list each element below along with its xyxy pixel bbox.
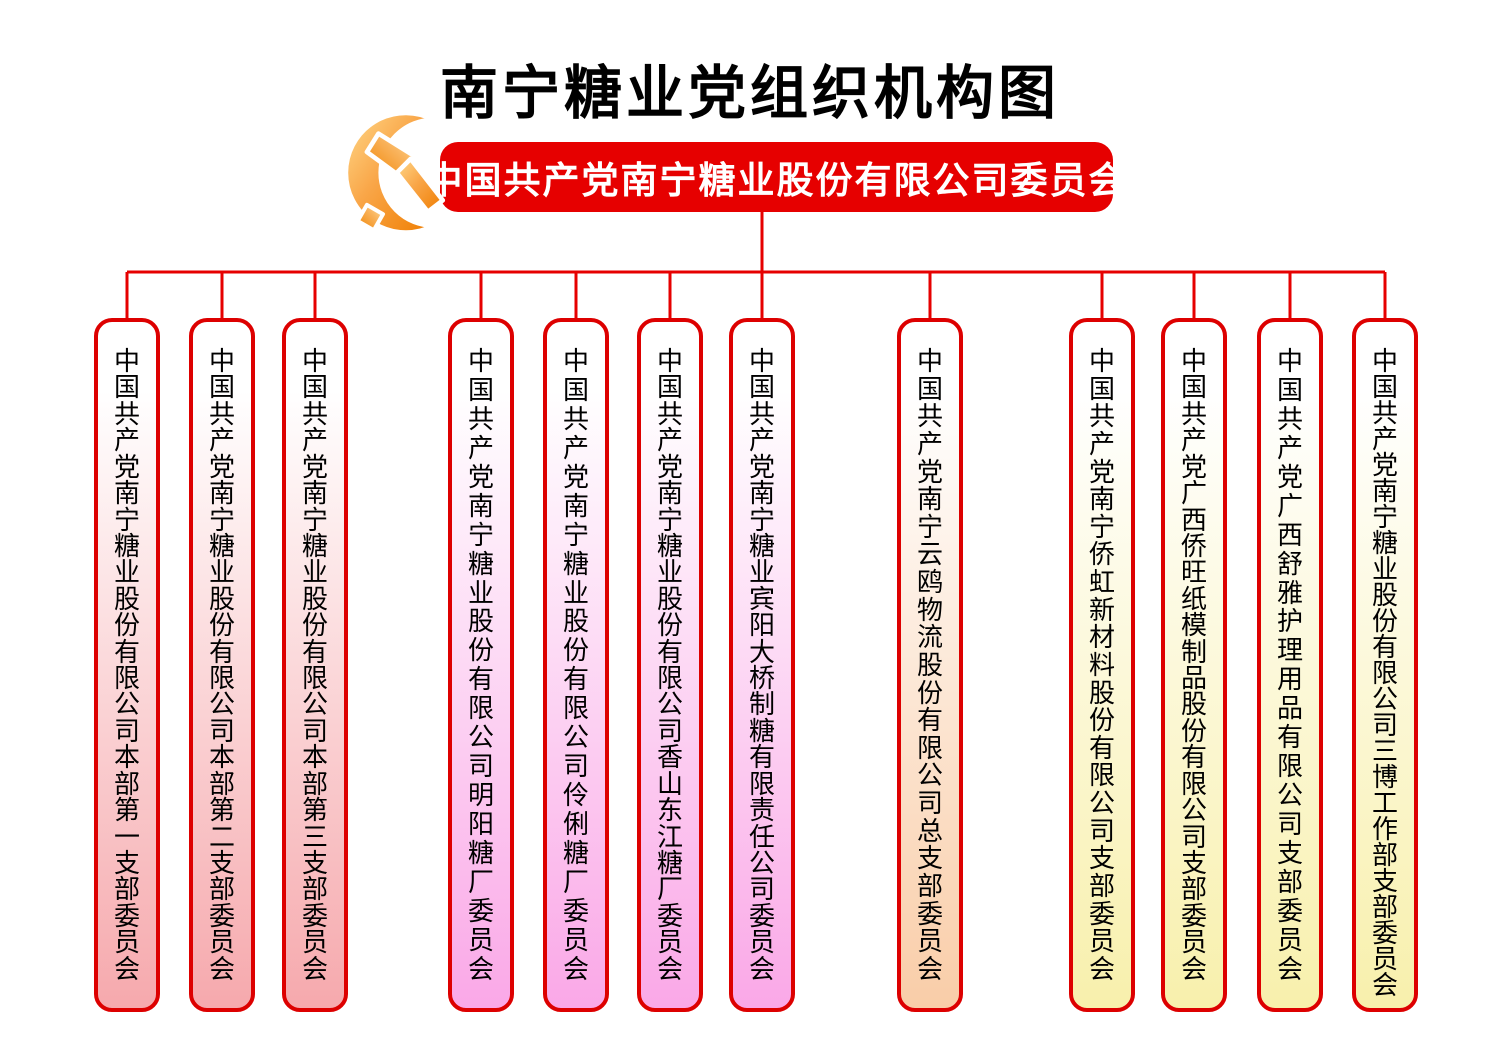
org-node-benbu-1: 中国共产党南宁糖业股份有限公司本部第一支部委员会 xyxy=(94,318,160,1012)
org-node-xiangshan: 中国共产党南宁糖业股份有限公司香山东江糖厂委员会 xyxy=(637,318,703,1012)
org-node-benbu-2: 中国共产党南宁糖业股份有限公司本部第二支部委员会 xyxy=(189,318,255,1012)
org-node-qiaowang: 中国共产党广西侨旺纸模制品股份有限公司支部委员会 xyxy=(1161,318,1227,1012)
org-node-label: 中国共产党南宁糖业股份有限公司明阳糖厂委员会 xyxy=(467,346,494,984)
org-node-sanbo: 中国共产党南宁糖业股份有限公司三博工作部支部委员会 xyxy=(1352,318,1418,1012)
org-node-yunou: 中国共产党南宁云鸥物流股份有限公司总支部委员会 xyxy=(897,318,963,1012)
org-node-label: 中国共产党南宁侨虹新材料股份有限公司支部委员会 xyxy=(1088,346,1115,984)
org-node-mingyang: 中国共产党南宁糖业股份有限公司明阳糖厂委员会 xyxy=(448,318,514,1012)
org-node-label: 中国共产党广西侨旺纸模制品股份有限公司支部委员会 xyxy=(1180,346,1207,984)
org-node-binyang: 中国共产党南宁糖业宾阳大桥制糖有限责任公司委员会 xyxy=(729,318,795,1012)
org-node-lingli: 中国共产党南宁糖业股份有限公司伶俐糖厂委员会 xyxy=(543,318,609,1012)
org-node-label: 中国共产党南宁糖业股份有限公司本部第一支部委员会 xyxy=(113,346,140,984)
org-node-label: 中国共产党广西舒雅护理用品有限公司支部委员会 xyxy=(1276,346,1303,984)
org-node-label: 中国共产党南宁糖业宾阳大桥制糖有限责任公司委员会 xyxy=(748,346,775,984)
org-node-qiaohong: 中国共产党南宁侨虹新材料股份有限公司支部委员会 xyxy=(1069,318,1135,1012)
root-committee-label: 中国共产党南宁糖业股份有限公司委员会 xyxy=(425,160,1128,201)
org-node-label: 中国共产党南宁糖业股份有限公司本部第二支部委员会 xyxy=(208,346,235,984)
org-node-benbu-3: 中国共产党南宁糖业股份有限公司本部第三支部委员会 xyxy=(282,318,348,1012)
party-emblem-icon xyxy=(336,106,476,244)
org-node-label: 中国共产党南宁糖业股份有限公司本部第三支部委员会 xyxy=(301,346,328,984)
page-title: 南宁糖业党组织机构图 xyxy=(439,59,1060,127)
org-node-label: 中国共产党南宁云鸥物流股份有限公司总支部委员会 xyxy=(916,346,943,984)
root-committee-banner: 中国共产党南宁糖业股份有限公司委员会 xyxy=(426,142,1126,212)
org-node-shuya: 中国共产党广西舒雅护理用品有限公司支部委员会 xyxy=(1257,318,1323,1012)
org-node-label: 中国共产党南宁糖业股份有限公司三博工作部支部委员会 xyxy=(1371,346,1398,1000)
org-node-label: 中国共产党南宁糖业股份有限公司香山东江糖厂委员会 xyxy=(656,346,683,984)
org-node-label: 中国共产党南宁糖业股份有限公司伶俐糖厂委员会 xyxy=(562,346,589,984)
